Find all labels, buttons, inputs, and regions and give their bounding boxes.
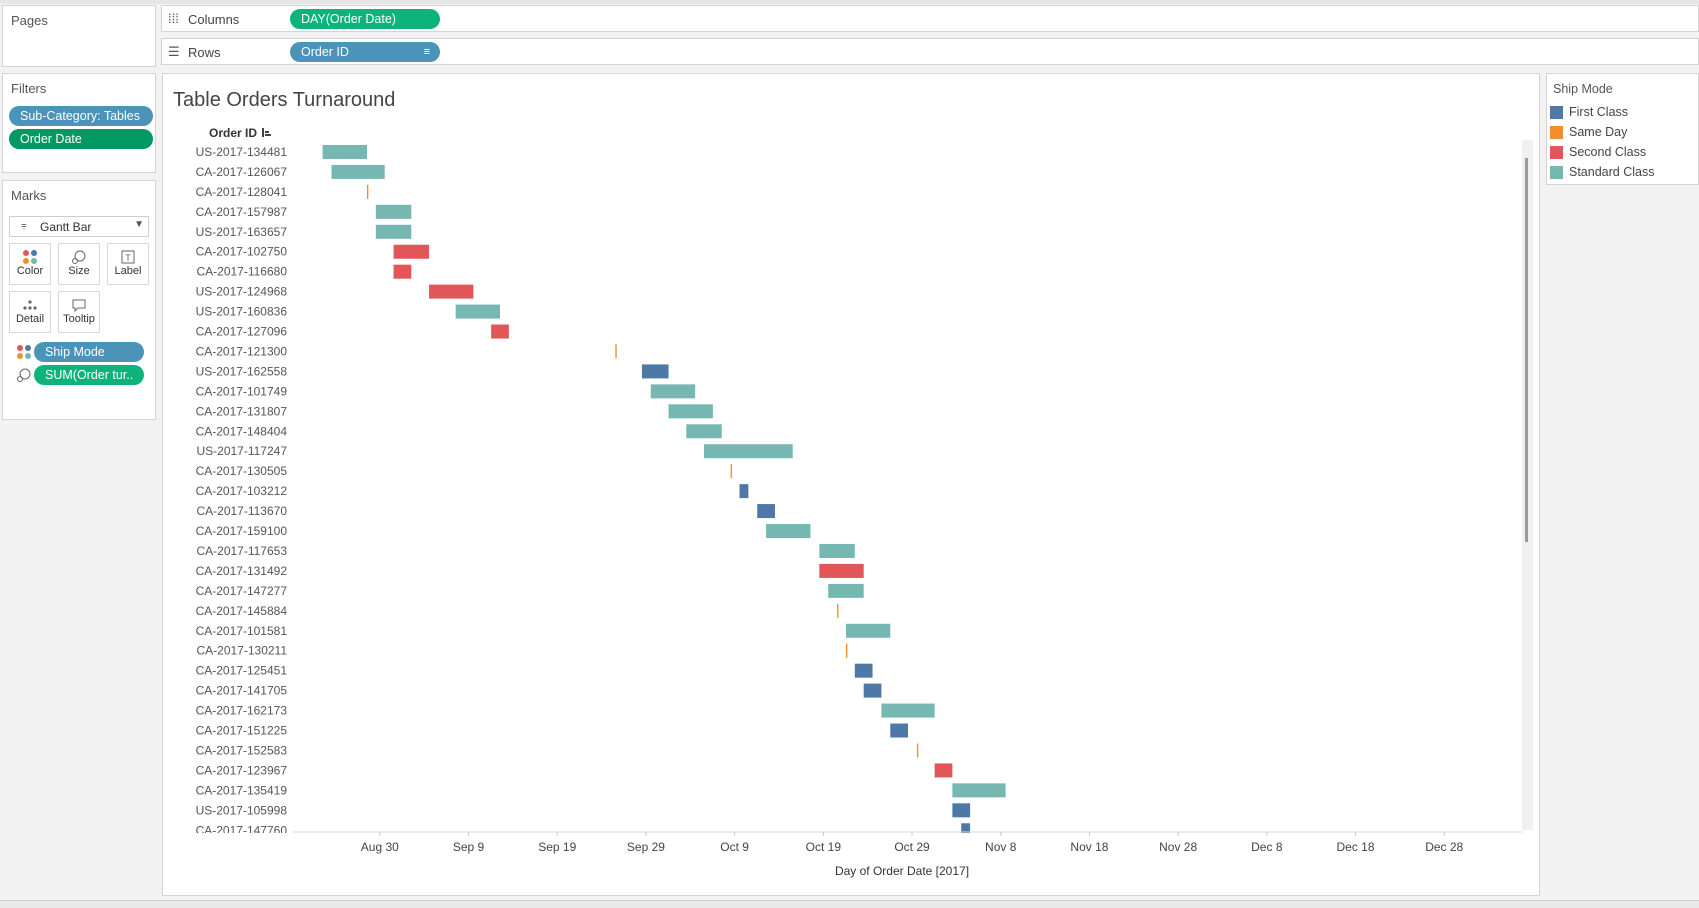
marks-title: Marks — [11, 188, 47, 203]
columns-icon: ⁞⁞⁞ — [168, 11, 179, 26]
columns-pill[interactable]: DAY(Order Date) — [290, 9, 440, 29]
color-button[interactable]: Color — [9, 243, 51, 285]
size-marks-icon — [16, 367, 32, 388]
legend-swatch[interactable] — [1550, 146, 1563, 159]
size-button[interactable]: Size — [58, 243, 100, 285]
size-button-label: Size — [68, 265, 90, 277]
label-button-label: Label — [114, 265, 142, 277]
gantt-icon: ⩦ — [21, 220, 27, 231]
columns-label: Columns — [188, 12, 240, 27]
rows-shelf[interactable]: ☰ Rows Order ID ≡ — [161, 38, 1699, 65]
filter-pill-subcategory[interactable]: Sub-Category: Tables — [9, 106, 153, 126]
color-button-label: Color — [16, 265, 44, 277]
color-marks-icon — [16, 344, 32, 365]
columns-shelf[interactable]: ⁞⁞⁞ Columns DAY(Order Date) — [161, 5, 1699, 32]
tooltip-button-label: Tooltip — [63, 313, 95, 325]
legend-swatch[interactable] — [1550, 106, 1563, 119]
legend-label[interactable]: Second Class — [1569, 145, 1647, 159]
label-button[interactable]: T Label — [107, 243, 149, 285]
marks-pill-ship-mode[interactable]: Ship Mode — [34, 342, 144, 362]
legend-swatch[interactable] — [1550, 126, 1563, 139]
legend-label[interactable]: Same Day — [1569, 125, 1628, 139]
svg-text:T: T — [125, 253, 131, 263]
label-icon: T — [108, 249, 148, 265]
detail-button[interactable]: Detail — [9, 291, 51, 333]
detail-button-label: Detail — [15, 313, 45, 325]
mark-type-select[interactable]: ⩦ Gantt Bar ▼ — [9, 216, 149, 237]
legend-title: Ship Mode — [1553, 82, 1613, 96]
detail-icon — [10, 297, 50, 313]
tooltip-button[interactable]: Tooltip — [58, 291, 100, 333]
rows-icon: ☰ — [168, 44, 180, 59]
filter-pill-order-date[interactable]: Order Date — [9, 129, 153, 149]
pages-panel: Pages — [2, 5, 156, 67]
filters-title: Filters — [11, 81, 47, 96]
rows-pill-label: Order ID — [301, 45, 349, 59]
mark-type-label: Gantt Bar — [40, 220, 92, 234]
chevron-down-icon: ▼ — [134, 219, 144, 230]
legend-label[interactable]: First Class — [1569, 105, 1629, 119]
chart-panel — [162, 73, 1540, 896]
rows-label: Rows — [188, 45, 221, 60]
legend-swatch[interactable] — [1550, 166, 1563, 179]
top-strip — [0, 0, 1699, 4]
size-icon — [59, 249, 99, 265]
sort-icon: ≡ — [423, 46, 430, 58]
legend-label[interactable]: Standard Class — [1569, 165, 1655, 179]
tooltip-icon — [59, 297, 99, 313]
rows-pill[interactable]: Order ID ≡ — [290, 42, 440, 62]
sheet-tabs-strip — [0, 900, 1699, 908]
color-icon — [10, 249, 50, 265]
marks-pill-size[interactable]: SUM(Order tur.. — [34, 365, 144, 385]
filters-panel: Filters Sub-Category: Tables Order Date — [2, 73, 156, 173]
pages-title: Pages — [11, 13, 48, 28]
